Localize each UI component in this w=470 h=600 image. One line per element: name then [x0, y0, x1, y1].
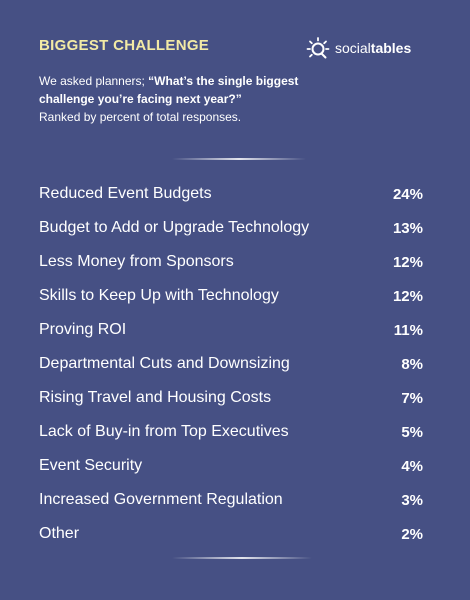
row-label: Reduced Event Budgets: [39, 185, 212, 202]
row-label: Departmental Cuts and Downsizing: [39, 355, 290, 372]
row-value: 2%: [401, 526, 423, 543]
row-label: Skills to Keep Up with Technology: [39, 287, 279, 304]
row-value: 11%: [393, 322, 423, 339]
row-label: Proving ROI: [39, 321, 127, 338]
row-value: 13%: [392, 220, 423, 237]
intro-question: “What’s the single biggest challenge you…: [39, 74, 299, 106]
row-value: 12%: [392, 254, 423, 271]
brand-regular: social: [335, 40, 371, 56]
row-label: Rising Travel and Housing Costs: [39, 389, 272, 406]
intro-note: Ranked by percent of total responses.: [39, 110, 242, 124]
chart-title: BIGGEST CHALLENGE: [39, 37, 210, 54]
brand-bold: tables: [370, 40, 412, 56]
row-value: 4%: [401, 458, 423, 475]
row-value: 3%: [401, 492, 423, 509]
row-value: 24%: [392, 186, 423, 203]
row-label: Budget to Add or Upgrade Technology: [39, 219, 310, 236]
socialtables-wordmark: socialtables: [335, 40, 411, 56]
socialtables-logo: socialtables: [306, 36, 411, 60]
row-label: Other: [39, 525, 80, 542]
row-value: 5%: [401, 424, 423, 441]
bottom-divider: [172, 557, 312, 559]
row-label: Lack of Buy-in from Top Executives: [39, 423, 289, 440]
row-value: 12%: [392, 288, 423, 305]
top-divider: [172, 158, 306, 160]
intro-lead: We asked planners;: [39, 74, 149, 88]
intro-text: We asked planners; “What’s the single bi…: [39, 72, 339, 126]
socialtables-logo-icon: [306, 37, 330, 59]
row-label: Increased Government Regulation: [39, 491, 283, 508]
row-value: 8%: [401, 356, 423, 373]
row-label: Event Security: [39, 457, 143, 474]
row-label: Less Money from Sponsors: [39, 253, 234, 270]
row-value: 7%: [401, 390, 423, 407]
